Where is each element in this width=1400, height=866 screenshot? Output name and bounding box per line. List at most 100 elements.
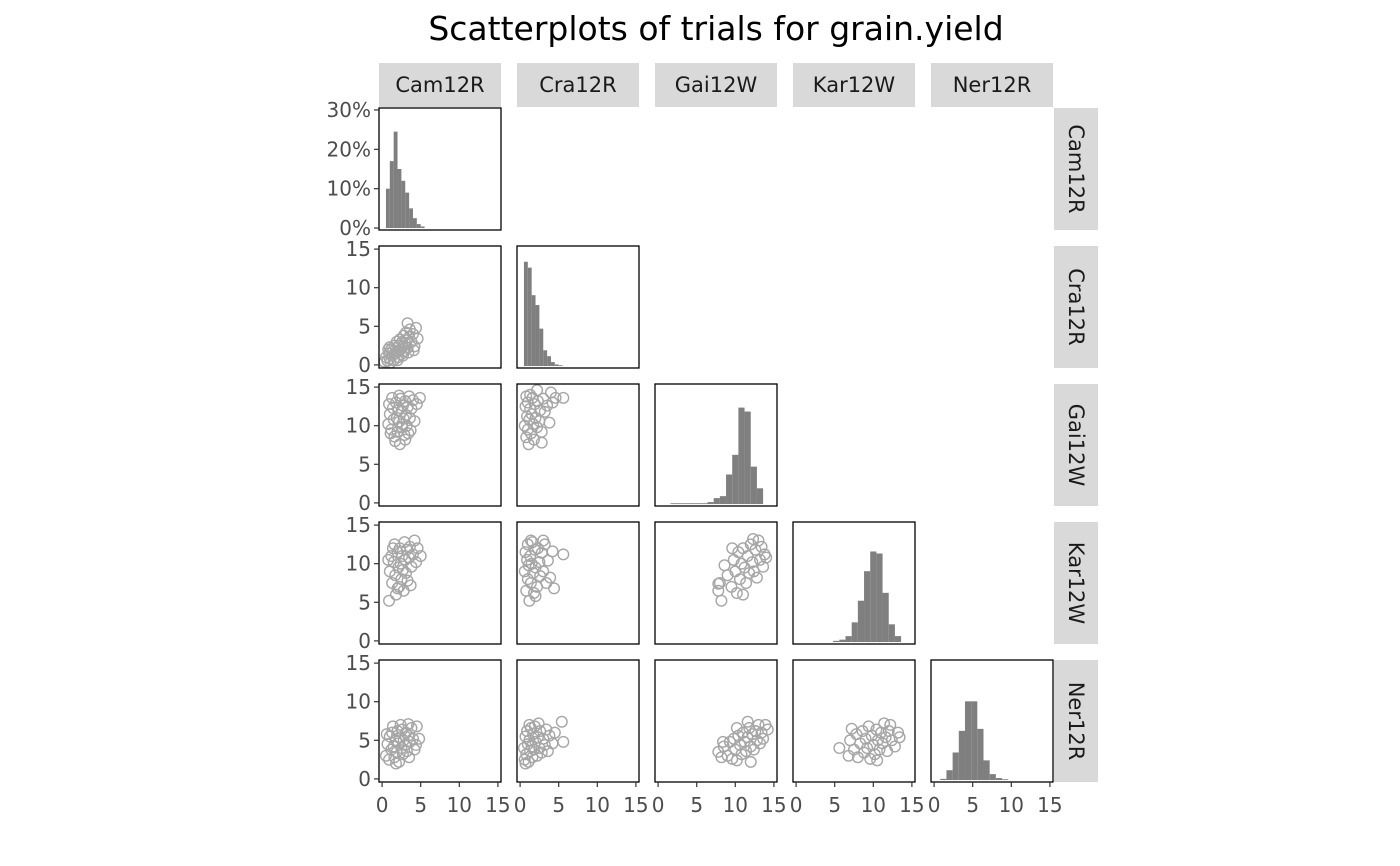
histogram-bar xyxy=(420,226,425,229)
panel-kar12w-kar12w xyxy=(792,521,916,645)
scatter-point xyxy=(518,565,531,578)
column-strip-label: Kar12W xyxy=(813,73,896,97)
scatter-point xyxy=(524,534,537,547)
x-tick-label: 0 xyxy=(790,793,803,817)
histogram-bar xyxy=(983,760,990,781)
panel-background xyxy=(379,660,501,782)
panel-gai12w-gai12w xyxy=(654,383,778,507)
histogram-bar xyxy=(940,778,947,781)
histogram-bar xyxy=(964,701,972,781)
scatter-point xyxy=(410,398,423,411)
scatter-point xyxy=(761,723,774,736)
scatter-point xyxy=(386,391,399,404)
scatter-point xyxy=(527,433,540,446)
scatter-point xyxy=(737,588,750,601)
histogram-bar xyxy=(719,496,727,505)
scatter-point xyxy=(746,556,759,569)
scatter-point xyxy=(541,554,554,567)
x-tick-label: 15 xyxy=(485,793,510,817)
y-tick-label: 15 xyxy=(346,651,371,675)
y-tick-label: 10% xyxy=(327,177,371,201)
x-tick-label: 5 xyxy=(552,793,565,817)
histogram-bar xyxy=(738,407,745,505)
panel-border xyxy=(516,521,640,645)
histogram-bar xyxy=(385,188,390,229)
panel-border xyxy=(654,521,778,645)
histogram-bar xyxy=(676,503,683,505)
histogram-bar xyxy=(701,503,708,505)
scatter-point xyxy=(413,732,426,745)
x-tick-label: 0 xyxy=(928,793,941,817)
scatter-point xyxy=(394,718,407,731)
scatter-point xyxy=(718,559,731,572)
x-tick-label: 10 xyxy=(447,793,472,817)
y-tick-label: 0% xyxy=(339,216,371,240)
row-strip-ner12r xyxy=(1054,660,1098,782)
y-tick-label: 5 xyxy=(358,590,371,614)
column-strip-label: Ner12R xyxy=(953,73,1032,97)
scatter-point xyxy=(555,715,568,728)
scatter-point xyxy=(411,542,424,555)
x-tick-label: 10 xyxy=(585,793,610,817)
scatter-point xyxy=(871,754,884,767)
histogram-bar xyxy=(750,466,757,505)
histogram-bar xyxy=(995,778,1003,781)
histogram-bar xyxy=(857,600,865,643)
histogram-bar xyxy=(864,571,871,643)
scatter-point xyxy=(757,732,770,745)
scatter-point xyxy=(396,748,409,761)
column-strip-kar12w xyxy=(793,63,915,107)
histogram-bar xyxy=(670,503,677,505)
panel-border xyxy=(930,659,1054,783)
scatter-point xyxy=(557,391,570,404)
x-tick-label: 0 xyxy=(376,793,389,817)
panel-border xyxy=(516,659,640,783)
scatter-point xyxy=(399,433,412,446)
scatter-point xyxy=(741,715,754,728)
y-tick-label: 5 xyxy=(358,728,371,752)
scatter-point xyxy=(752,534,765,547)
scatter-point xyxy=(888,740,901,753)
panel-background xyxy=(517,522,639,644)
histogram-bar xyxy=(539,328,544,367)
scatter-point xyxy=(859,732,872,745)
histogram-bar xyxy=(554,364,559,367)
scatter-point xyxy=(726,542,739,555)
scatter-point xyxy=(861,742,874,755)
scatter-point xyxy=(383,398,396,411)
x-tick-label: 15 xyxy=(623,793,648,817)
y-tick-label: 10 xyxy=(346,552,371,576)
scatter-point xyxy=(755,726,768,739)
scatter-point xyxy=(396,418,409,431)
y-tick-label: 0 xyxy=(358,629,371,653)
scatter-point xyxy=(406,394,419,407)
scatter-point xyxy=(411,332,424,345)
panel-border xyxy=(516,245,640,369)
histogram-bar xyxy=(833,640,840,643)
histogram-bar xyxy=(851,622,858,643)
panel-cam12r-cam12r xyxy=(378,107,502,231)
x-tick-label: 0 xyxy=(514,793,527,817)
panel-cra12r-ner12r xyxy=(516,659,640,783)
scatter-point xyxy=(715,594,728,607)
scatter-point xyxy=(557,548,570,561)
panel-border xyxy=(792,659,916,783)
panel-border xyxy=(378,383,502,507)
y-tick-label: 0 xyxy=(358,767,371,791)
y-tick-label: 5 xyxy=(358,452,371,476)
panel-cra12r-kar12w xyxy=(516,521,640,645)
scatter-point xyxy=(520,390,533,403)
scatter-point xyxy=(384,427,397,440)
x-tick-label: 10 xyxy=(723,793,748,817)
scatter-point xyxy=(407,344,420,357)
x-tick-label: 15 xyxy=(899,793,924,817)
histogram-bar xyxy=(876,553,883,643)
column-strip-cam12r xyxy=(379,63,501,107)
panel-border xyxy=(378,659,502,783)
panel-gai12w-ner12r xyxy=(654,659,778,783)
scatter-point xyxy=(537,565,550,578)
scatter-point xyxy=(750,571,763,584)
scatter-point xyxy=(525,557,538,570)
scatter-point xyxy=(538,738,551,751)
scatter-point xyxy=(410,738,423,751)
